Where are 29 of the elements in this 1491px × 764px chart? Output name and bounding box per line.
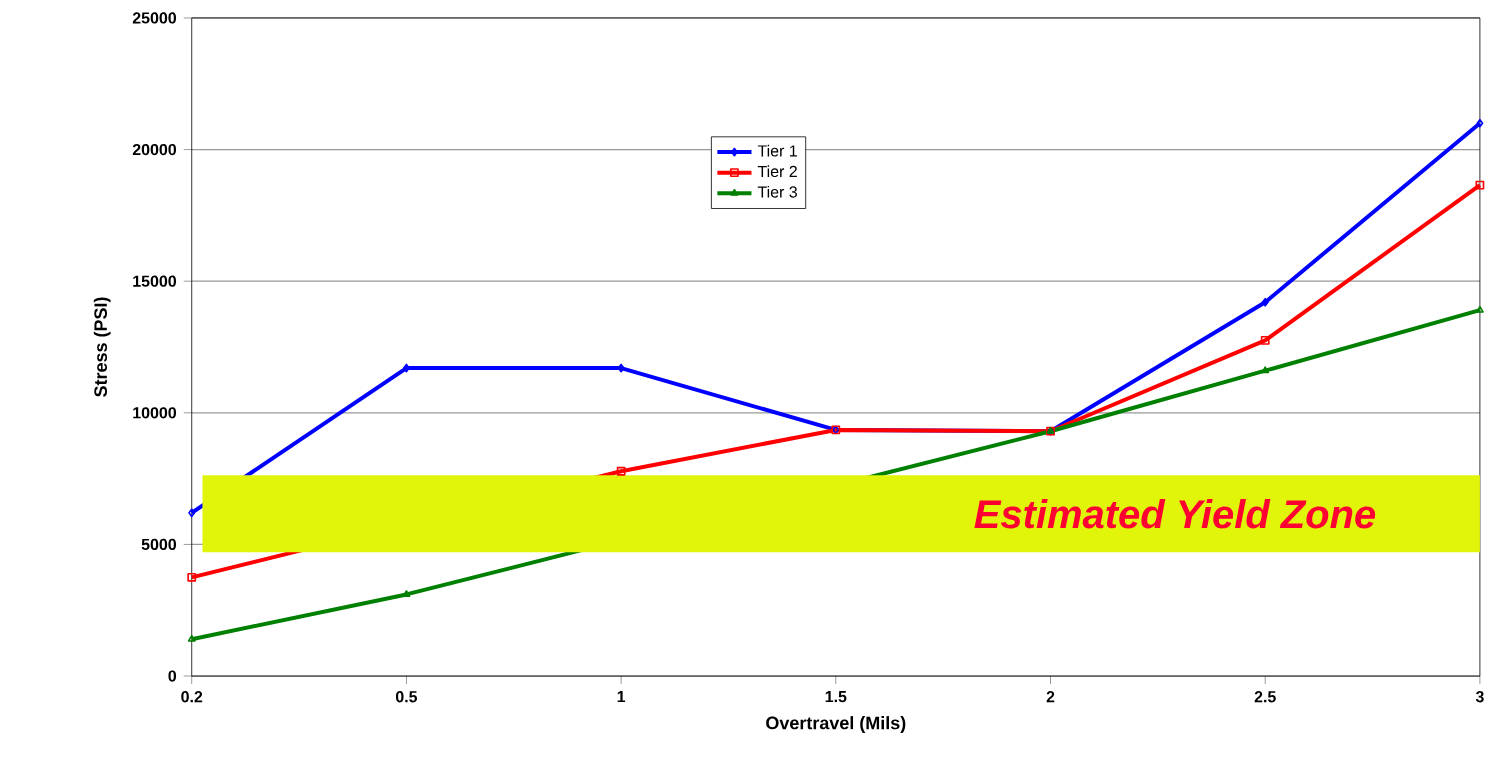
x-tick-label: 0.5 (395, 691, 418, 703)
x-tick-label: 3 (1475, 691, 1484, 703)
point (187, 572, 197, 582)
band-label: Estimated Yield Zone (974, 499, 1376, 529)
legend-label: Tier 3 (757, 185, 797, 198)
y-tick-label: 0 (168, 670, 177, 682)
y-tick-label: 10000 (133, 407, 177, 419)
legend-label: Tier 1 (757, 144, 797, 157)
point (402, 363, 410, 373)
point (1260, 336, 1270, 345)
x-tick-label: 1 (617, 691, 626, 703)
point (1475, 180, 1485, 190)
x-tick-label: 0.2 (181, 691, 203, 703)
point (1476, 118, 1484, 128)
point (1261, 297, 1269, 307)
y-tick-label: 20000 (132, 143, 177, 156)
point (187, 634, 196, 642)
x-tick-label: 2.5 (1254, 691, 1276, 703)
x-axis-title: Overtravel (Mils) (766, 716, 906, 733)
y-axis-title: Stress (PSI) (93, 297, 111, 397)
y-tick-label: 25000 (132, 12, 177, 24)
legend-label: Tier 2 (757, 165, 797, 178)
x-tick-label: 2 (1046, 691, 1055, 703)
point (616, 466, 626, 476)
point (188, 508, 196, 518)
y-tick-label: 5000 (141, 538, 177, 551)
y-tick-label: 15000 (133, 275, 177, 287)
point (1261, 366, 1270, 374)
x-tick-label: 1.5 (825, 691, 847, 703)
